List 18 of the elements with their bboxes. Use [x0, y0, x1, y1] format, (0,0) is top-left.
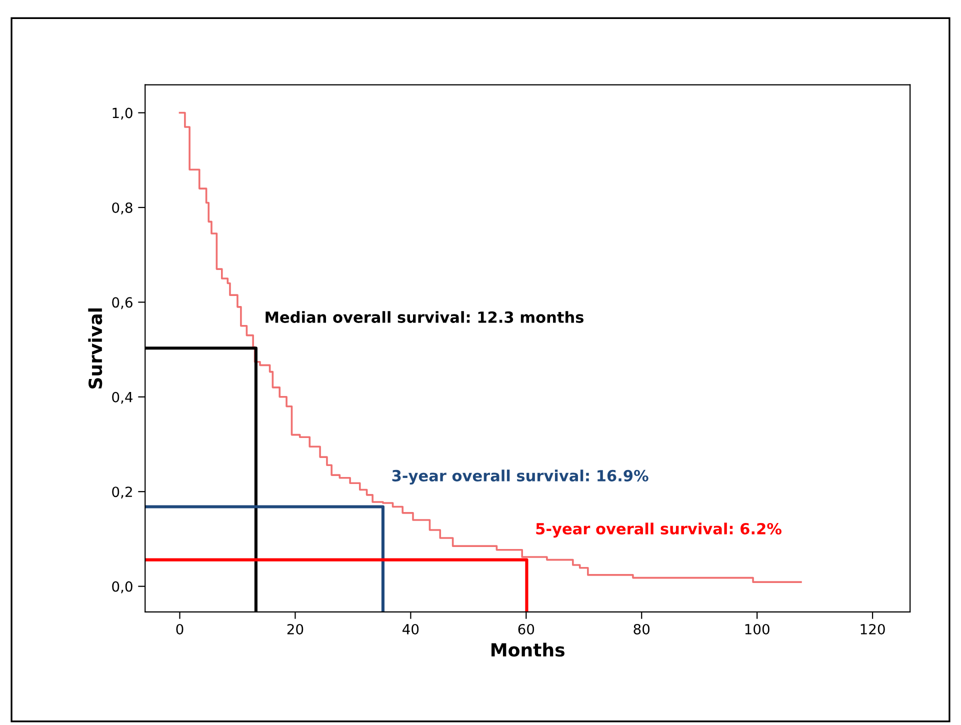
annotation: 5-year overall survival: 6.2% — [536, 522, 782, 538]
annotation: 3-year overall survival: 16.9% — [392, 470, 648, 485]
x-tick-label: 20 — [287, 624, 304, 634]
x-tick-label: 100 — [745, 624, 770, 634]
x-axis-title: Months — [492, 642, 564, 657]
y-axis-title: Survival — [88, 308, 102, 388]
y-tick-label: 0,8 — [112, 202, 132, 214]
y-tick-label: 1,0 — [112, 108, 132, 120]
annotation: Median overall survival: 12.3 months — [266, 311, 584, 323]
y-tick-label: 0,6 — [112, 297, 132, 310]
x-tick-label: 60 — [518, 624, 534, 634]
x-tick-label: 120 — [860, 624, 885, 634]
y-tick-label: 0,2 — [112, 486, 132, 499]
x-tick-label: 0 — [176, 624, 184, 634]
y-tick-label: 0,4 — [112, 392, 133, 404]
x-tick-label: 80 — [634, 624, 650, 634]
x-tick-label: 40 — [402, 624, 419, 634]
y-tick-label: 0,0 — [112, 581, 132, 594]
